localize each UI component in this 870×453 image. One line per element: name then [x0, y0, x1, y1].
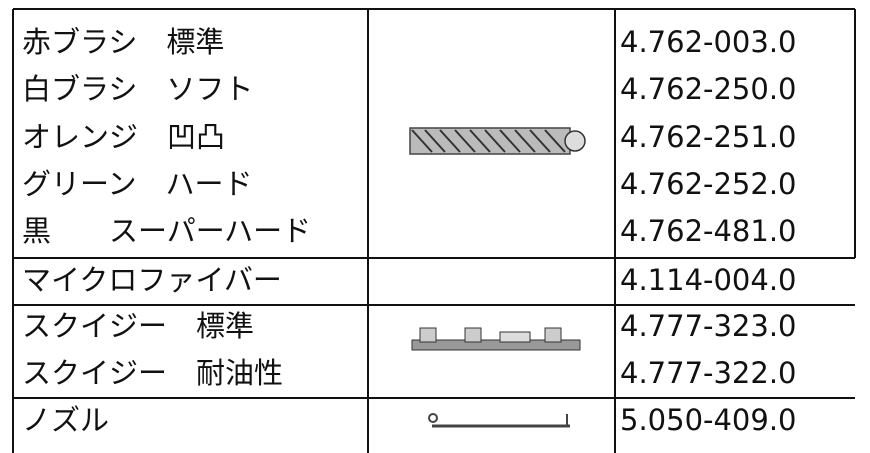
item-name: 白ブラシ ソフト	[22, 72, 253, 106]
part-number: 4.762-250.0	[620, 72, 797, 106]
item-name: スクイジー 耐油性	[22, 356, 283, 390]
item-name: オレンジ 凹凸	[22, 120, 225, 154]
part-number: 4.762-252.0	[620, 167, 797, 201]
part-number: 5.050-409.0	[620, 403, 797, 437]
part-number: 4.762-251.0	[620, 120, 797, 154]
part-number: 4.114-004.0	[620, 263, 797, 297]
part-number: 4.777-323.0	[620, 309, 797, 343]
item-name: 赤ブラシ 標準	[22, 25, 224, 59]
table-borders	[12, 8, 856, 453]
item-name: マイクロファイバー	[22, 263, 282, 297]
item-name: グリーン ハード	[22, 167, 253, 201]
item-name: スクイジー 標準	[22, 309, 254, 343]
nozzle-image	[428, 413, 570, 428]
squeegee-image	[411, 327, 581, 351]
item-name: 黒 スーパーハード	[22, 214, 311, 248]
item-name: ノズル	[22, 403, 109, 437]
part-number: 4.762-003.0	[620, 25, 797, 59]
part-number: 4.762-481.0	[620, 214, 797, 248]
part-number: 4.777-322.0	[620, 356, 797, 390]
brush-image	[409, 127, 586, 155]
